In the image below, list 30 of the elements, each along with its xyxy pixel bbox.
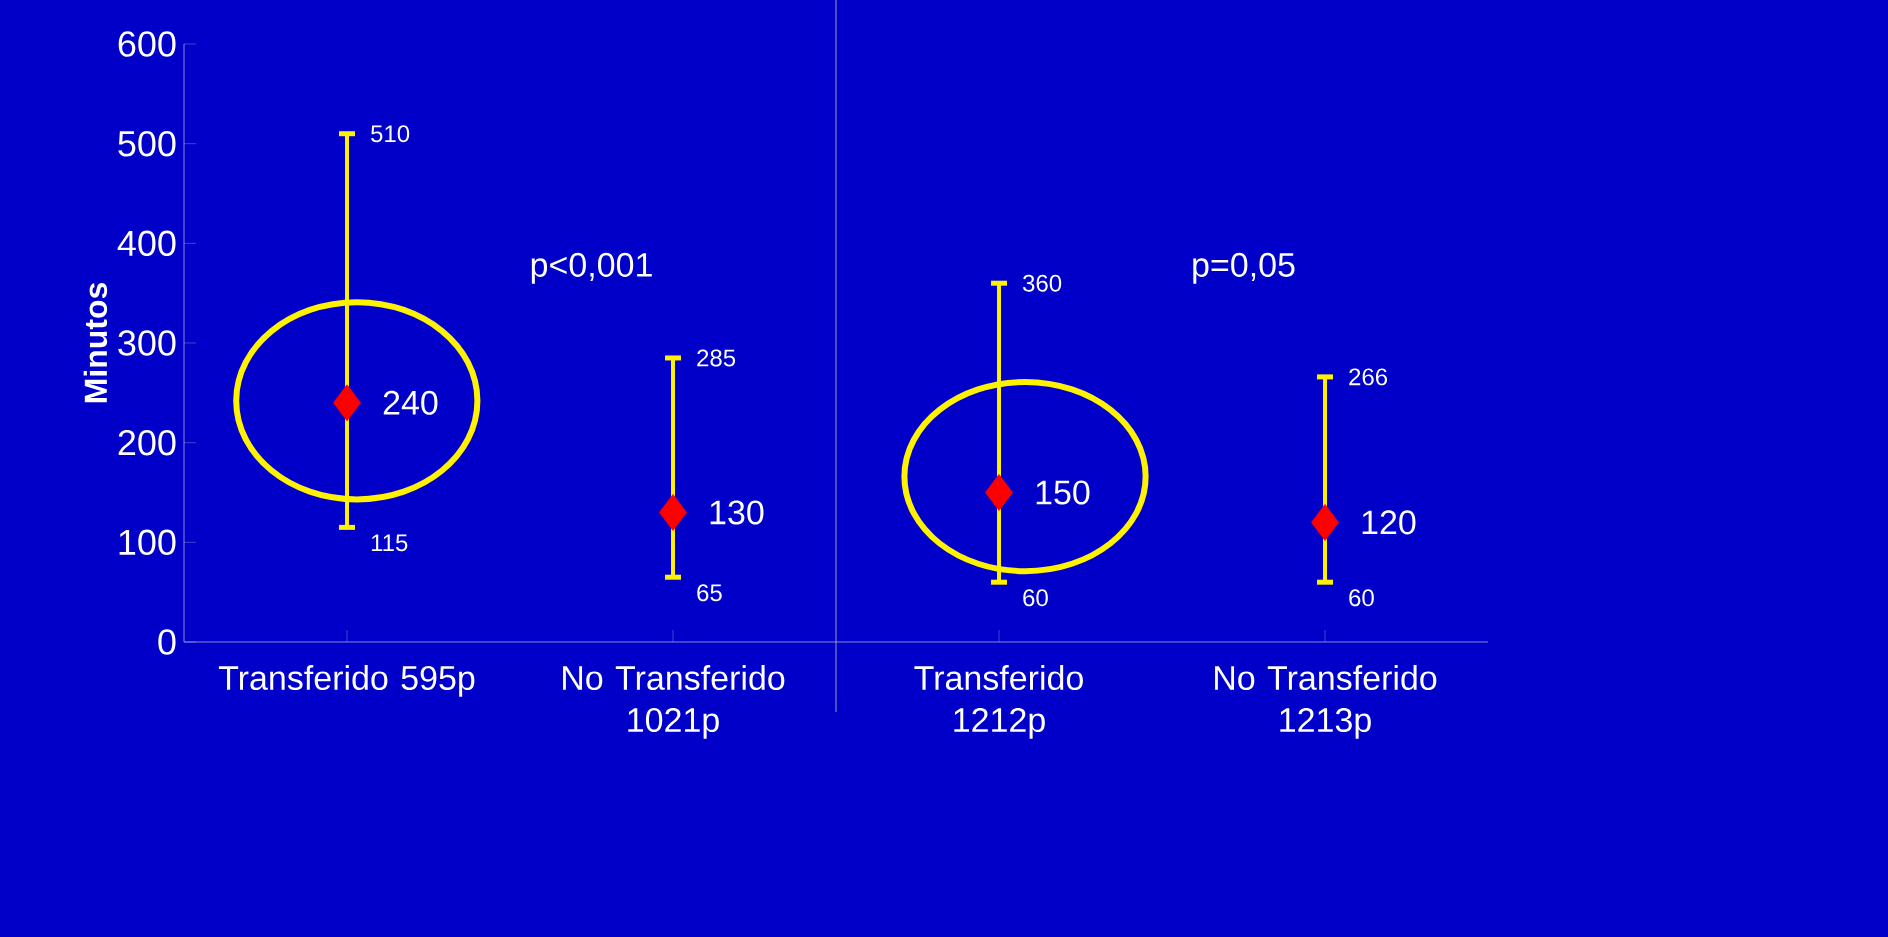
annotation: 266 bbox=[1349, 368, 1388, 386]
annotation: 60 bbox=[1349, 589, 1374, 607]
annotation: p=0,05 bbox=[1193, 252, 1295, 284]
x-tick-label: No Transferido 1213p bbox=[1215, 665, 1437, 739]
annotation: 510 bbox=[371, 125, 410, 143]
annotation: 285 bbox=[697, 349, 736, 367]
annotation: 65 bbox=[697, 584, 722, 602]
y-tick-label: 300 bbox=[118, 330, 176, 356]
y-tick-label: 500 bbox=[118, 130, 176, 157]
data-label: 150 bbox=[1036, 480, 1090, 505]
data-label: 130 bbox=[710, 500, 764, 525]
data-label: 240 bbox=[383, 390, 438, 415]
y-tick-label: 600 bbox=[118, 31, 176, 57]
point bbox=[333, 384, 361, 422]
annotation: 360 bbox=[1022, 274, 1062, 292]
x-tick-label: Transferido 595p bbox=[218, 665, 475, 697]
y-tick-label: 0 bbox=[158, 629, 176, 655]
x-tick-label: Transferido 1212p bbox=[914, 665, 1083, 739]
y-axis-title: Minutos bbox=[83, 282, 108, 403]
data-label: 120 bbox=[1362, 510, 1416, 535]
point bbox=[1311, 504, 1339, 541]
annotation: 60 bbox=[1023, 589, 1048, 607]
x-tick-label: No Transferido 1021p bbox=[563, 665, 785, 739]
annotation: p<0,001 bbox=[531, 252, 652, 284]
y-tick-label: 100 bbox=[119, 529, 176, 556]
y-tick-label: 200 bbox=[118, 429, 176, 456]
y-tick-label: 400 bbox=[117, 230, 176, 257]
point bbox=[659, 494, 687, 531]
annotation: 115 bbox=[371, 534, 408, 552]
point bbox=[985, 474, 1013, 511]
